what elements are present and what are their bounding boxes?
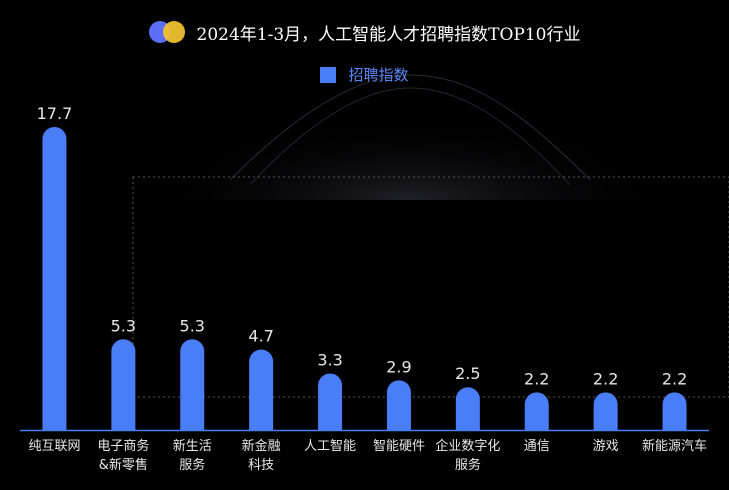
bar-9 bbox=[662, 392, 687, 430]
legend-label: 招聘指数 bbox=[348, 66, 409, 84]
bar-0 bbox=[42, 127, 67, 431]
bar-1 bbox=[111, 339, 136, 430]
bar-value-label-1: 5.3 bbox=[111, 316, 136, 335]
bar-value-label-2: 5.3 bbox=[180, 316, 205, 335]
category-label-5-0: 智能硬件 bbox=[373, 439, 425, 454]
chart-title: 2024年1-3月，人工智能人才招聘指数TOP10行业 bbox=[196, 24, 581, 45]
bar-2 bbox=[180, 339, 205, 430]
bar-value-label-6: 2.5 bbox=[455, 364, 480, 383]
category-label-6-1: 服务 bbox=[455, 457, 481, 473]
category-label-2-1: 服务 bbox=[179, 457, 205, 473]
category-label-3-1: 科技 bbox=[248, 458, 274, 473]
category-label-9-0: 新能源汽车 bbox=[642, 438, 707, 454]
legend: 招聘指数 bbox=[0, 64, 729, 85]
bar-value-label-3: 4.7 bbox=[248, 327, 273, 346]
category-label-1-0: 电子商务 bbox=[97, 438, 149, 454]
legend-swatch bbox=[320, 66, 337, 83]
bar-value-label-0: 17.7 bbox=[37, 104, 73, 123]
bar-value-label-5: 2.9 bbox=[386, 357, 411, 376]
category-label-8-0: 游戏 bbox=[593, 439, 619, 454]
bar-5 bbox=[386, 380, 411, 430]
category-label-7-0: 通信 bbox=[524, 439, 550, 454]
bar-8 bbox=[593, 392, 618, 430]
bar-value-label-7: 2.2 bbox=[524, 369, 549, 388]
bar-3 bbox=[249, 349, 274, 430]
chart-header: 2024年1-3月，人工智能人才招聘指数TOP10行业 bbox=[0, 16, 729, 48]
bar-value-label-4: 3.3 bbox=[317, 351, 342, 370]
bar-6 bbox=[455, 387, 480, 430]
logo-circles-icon bbox=[148, 20, 187, 44]
bar-value-label-8: 2.2 bbox=[593, 369, 618, 388]
category-label-3-0: 新金融 bbox=[242, 438, 281, 454]
category-label-1-1: &新零售 bbox=[99, 457, 148, 473]
category-label-2-0: 新生活 bbox=[173, 438, 212, 454]
bar-7 bbox=[524, 392, 549, 430]
category-label-4-0: 人工智能 bbox=[304, 439, 356, 454]
bar-value-label-9: 2.2 bbox=[662, 369, 687, 388]
category-label-6-0: 企业数字化 bbox=[435, 438, 500, 454]
category-label-0-0: 纯互联网 bbox=[28, 439, 80, 454]
bar-4 bbox=[318, 373, 343, 430]
